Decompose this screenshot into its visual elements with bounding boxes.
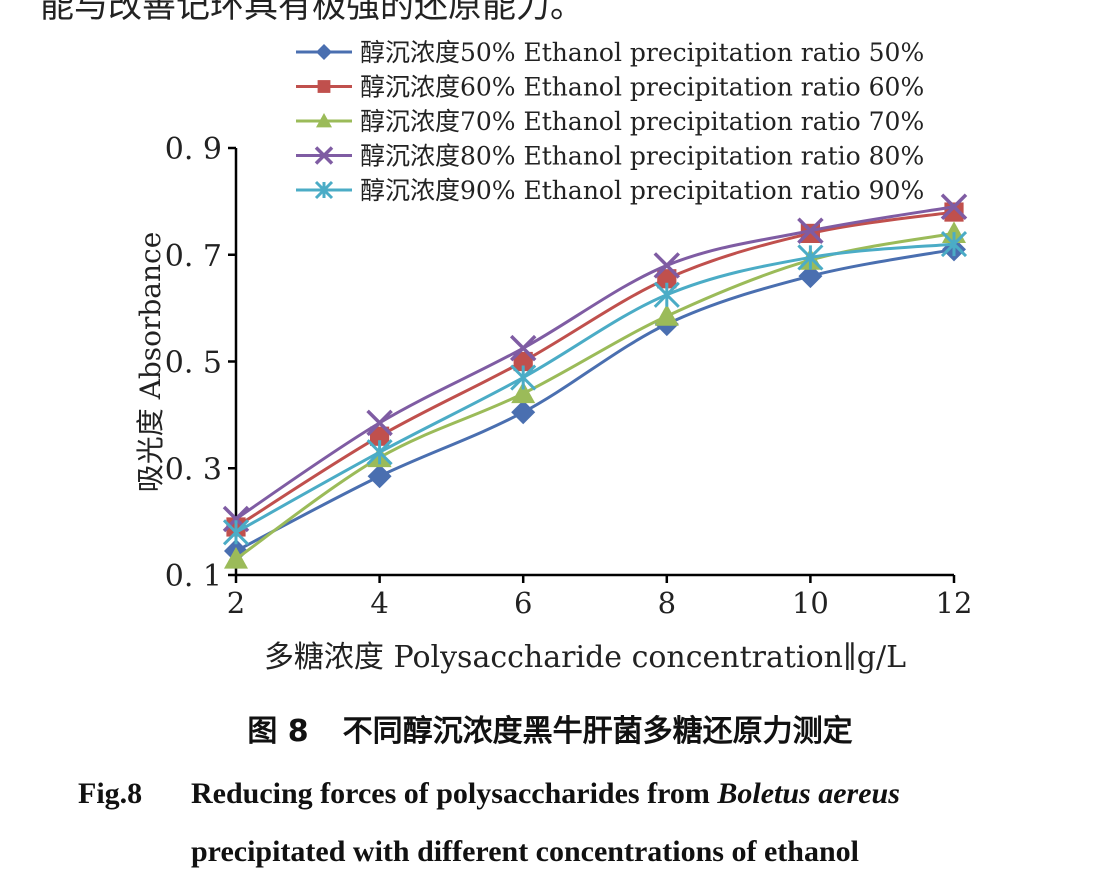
x-tick-label: 12 (936, 586, 973, 620)
data-point-asterisk (797, 244, 824, 271)
data-point-triangle (316, 113, 332, 128)
data-point-x (366, 409, 393, 437)
data-point-triangle (654, 304, 679, 326)
legend-entry-1: 醇沉浓度50% Ethanol precipitation ratio 50% (296, 38, 924, 67)
y-tick-label: 0. 3 (165, 452, 222, 487)
caption-english: Fig.8 Reducing forces of polysaccharides … (78, 765, 900, 881)
x-tick-label: 2 (227, 586, 245, 620)
y-axis-title: 吸光度 Absorbance (134, 232, 167, 493)
legend-label: 醇沉浓度50% Ethanol precipitation ratio 50% (360, 38, 924, 67)
data-point-square (370, 426, 390, 446)
data-point-triangle (511, 381, 536, 404)
data-point-x (509, 334, 537, 362)
x-tick-label: 8 (658, 586, 676, 620)
y-tick-label: 0. 9 (165, 132, 222, 167)
chart-background (52, 28, 1036, 680)
series-line (235, 205, 955, 521)
series-line (235, 247, 955, 553)
caption-cn-text: 不同醇沉浓度黑牛肝菌多糖还原力测定 (342, 714, 853, 749)
legend-entry-5: 醇沉浓度90% Ethanol precipitation ratio 90% (296, 176, 924, 205)
series-5 (222, 231, 968, 546)
x-tick-label: 6 (514, 586, 532, 620)
data-point-triangle (224, 546, 248, 569)
chart-axes: 0. 1 0. 3 0. 5 0. 7 0. 9 2 4 6 8 10 12 多糖浓度 Polysac… (134, 132, 972, 675)
series-line (235, 210, 955, 529)
data-point-asterisk (653, 281, 680, 308)
data-point-diamond (798, 264, 823, 289)
data-point-diamond (367, 464, 392, 489)
data-point-x (797, 217, 824, 244)
caption-en-species: Boletus aereus (717, 777, 900, 810)
legend-entry-4: 醇沉浓度80% Ethanol precipitation ratio 80% (296, 142, 924, 171)
data-point-square (317, 80, 331, 93)
data-point-x (940, 193, 968, 220)
y-tick-label: 0. 5 (165, 346, 222, 381)
caption-cn-label: 图 8 (247, 714, 309, 749)
caption-en-label: Fig.8 (78, 777, 143, 810)
data-point-asterisk (222, 519, 250, 546)
legend-label: 醇沉浓度60% Ethanol precipitation ratio 60% (360, 73, 924, 102)
legend-label: 醇沉浓度90% Ethanol precipitation ratio 90% (360, 176, 924, 205)
data-point-diamond (316, 44, 332, 60)
data-point-square (513, 351, 533, 372)
line-chart: 0. 1 0. 3 0. 5 0. 7 0. 9 2 4 6 8 10 12 多糖浓度 Polysac… (52, 28, 1036, 680)
data-point-square (657, 269, 677, 289)
data-point-asterisk (940, 231, 968, 258)
series-line (235, 242, 955, 534)
y-tick-label: 0. 7 (165, 239, 222, 274)
data-point-asterisk (314, 180, 334, 200)
y-tick-label: 0. 1 (165, 559, 222, 594)
data-point-x (314, 146, 334, 165)
header-fragment: 能与改善记环具有极强的还原能力。 (40, 0, 584, 26)
data-point-asterisk (366, 439, 393, 466)
x-tick-label: 4 (370, 586, 388, 620)
x-axis-title: 多糖浓度 Polysaccharide concentration∥g/L (264, 640, 906, 675)
legend-label: 醇沉浓度80% Ethanol precipitation ratio 80% (360, 142, 924, 171)
legend-label: 醇沉浓度70% Ethanol precipitation ratio 70% (360, 107, 924, 136)
chart-series (222, 193, 968, 569)
legend-entry-2: 醇沉浓度60% Ethanol precipitation ratio 60% (296, 73, 924, 102)
caption-en-line2: precipitated with different concentratio… (191, 835, 859, 868)
data-point-diamond (511, 400, 536, 425)
data-point-asterisk (510, 364, 537, 391)
caption-en-line1: Reducing forces of polysaccharides from (191, 777, 718, 810)
data-point-x (653, 252, 681, 279)
legend-entry-3: 醇沉浓度70% Ethanol precipitation ratio 70% (296, 107, 924, 136)
x-tick-label: 10 (792, 586, 829, 620)
chart-legend: 醇沉浓度50% Ethanol precipitation ratio 50% 醇… (296, 38, 924, 205)
caption-chinese: 图 8 不同醇沉浓度黑牛肝菌多糖还原力测定 (0, 706, 1100, 750)
